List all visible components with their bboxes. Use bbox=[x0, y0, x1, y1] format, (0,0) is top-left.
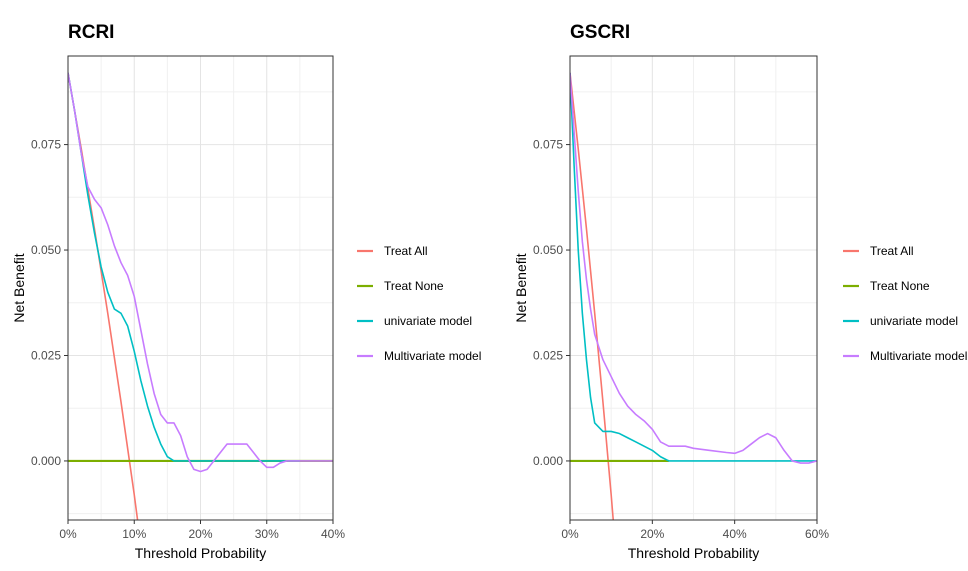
y-tick-label: 0.025 bbox=[533, 348, 563, 362]
x-tick-label: 0% bbox=[561, 527, 579, 541]
legend-label: univariate model bbox=[870, 314, 958, 328]
legend-label: Treat All bbox=[384, 244, 428, 258]
y-tick-label: 0.050 bbox=[533, 243, 563, 257]
y-tick-label: 0.000 bbox=[31, 454, 61, 468]
legend-label: Multivariate model bbox=[384, 349, 481, 363]
y-tick-label: 0.075 bbox=[31, 138, 61, 152]
x-tick-label: 20% bbox=[640, 527, 664, 541]
legend-label: Treat All bbox=[870, 244, 914, 258]
series-line-univariate-model bbox=[570, 72, 817, 462]
y-tick-label: 0.050 bbox=[31, 243, 61, 257]
series-line-multivariate-model bbox=[570, 72, 817, 464]
y-tick-label: 0.000 bbox=[533, 454, 563, 468]
chart-title: GSCRI bbox=[570, 22, 630, 43]
x-tick-label: 40% bbox=[321, 527, 345, 541]
x-axis-label: Threshold Probability bbox=[135, 545, 267, 561]
y-axis-label: Net Benefit bbox=[11, 253, 27, 322]
x-tick-label: 60% bbox=[805, 527, 829, 541]
legend-label: univariate model bbox=[384, 314, 472, 328]
legend-label: Treat None bbox=[384, 279, 444, 293]
y-tick-label: 0.025 bbox=[31, 348, 61, 362]
chart-panel-gscri: 0.000 0.025 0.050 0.075 0% 20% 40% 60% GSCRI Thre… bbox=[513, 22, 967, 561]
y-axis-label: Net Benefit bbox=[513, 253, 529, 322]
series-line-treat-all bbox=[570, 72, 615, 520]
chart-title: RCRI bbox=[68, 22, 114, 43]
x-axis-label: Threshold Probability bbox=[628, 545, 760, 561]
chart-panel-rcri: 0.000 0.025 0.050 0.075 0% 10% 20% 30% 40% RCRI Th… bbox=[11, 22, 481, 561]
series-line-univariate-model bbox=[68, 72, 300, 462]
x-tick-label: 0% bbox=[59, 527, 77, 541]
x-tick-label: 20% bbox=[188, 527, 212, 541]
x-tick-label: 10% bbox=[122, 527, 146, 541]
x-tick-label: 40% bbox=[723, 527, 747, 541]
legend-label: Multivariate model bbox=[870, 349, 967, 363]
x-tick-label: 30% bbox=[255, 527, 279, 541]
series-line-multivariate-model bbox=[68, 72, 333, 473]
plot-border bbox=[569, 55, 818, 521]
y-tick-label: 0.075 bbox=[533, 138, 563, 152]
legend-label: Treat None bbox=[870, 279, 930, 293]
